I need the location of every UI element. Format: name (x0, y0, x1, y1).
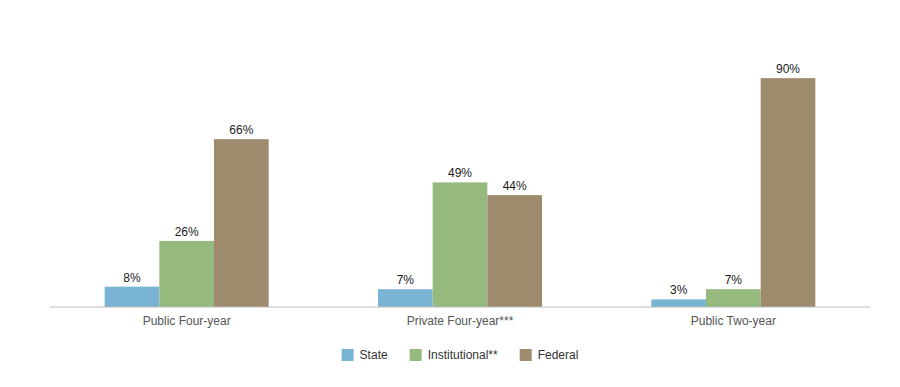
x-tick-label: Public Four-year (143, 314, 231, 328)
legend-swatch (342, 349, 354, 361)
legend-swatch (410, 349, 422, 361)
legend: State Institutional** Federal (342, 348, 579, 362)
data-labels: 8% 7% 3% 26% 49% 7% 66% 44% 90% (123, 62, 800, 297)
data-label: 90% (776, 62, 800, 76)
legend-item: Institutional** (410, 348, 498, 362)
bar (159, 241, 214, 307)
legend-item: State (342, 348, 388, 362)
data-label: 66% (229, 123, 253, 137)
x-tick-label: Public Two-year (691, 314, 776, 328)
bars (105, 78, 816, 307)
bar (214, 139, 269, 307)
bar (651, 299, 706, 307)
data-label: 26% (175, 225, 199, 239)
bar (487, 195, 542, 307)
data-label: 8% (123, 271, 141, 285)
data-label: 49% (448, 166, 472, 180)
bar (378, 289, 433, 307)
data-label: 7% (397, 273, 415, 287)
data-label: 3% (670, 283, 688, 297)
legend-item: Federal (520, 348, 579, 362)
bar (706, 289, 761, 307)
data-label: 7% (725, 273, 743, 287)
x-tick-labels: Public Four-year Private Four-year*** Publ… (143, 314, 776, 328)
chart-container: 8%7%3%26%49%7%66%44%90%Public Four-yearP… (0, 0, 900, 387)
chart: 8%7%3%26%49%7%66%44%90%Public Four-yearP… (0, 0, 900, 387)
bar (105, 287, 160, 307)
data-label: 44% (503, 179, 527, 193)
legend-label: Institutional** (428, 348, 498, 362)
bar (433, 182, 488, 307)
legend-label: State (360, 348, 388, 362)
legend-label: Federal (538, 348, 579, 362)
x-tick-label: Private Four-year*** (407, 314, 514, 328)
x-axis-line (50, 307, 870, 308)
bar (761, 78, 816, 307)
legend-swatch (520, 349, 532, 361)
